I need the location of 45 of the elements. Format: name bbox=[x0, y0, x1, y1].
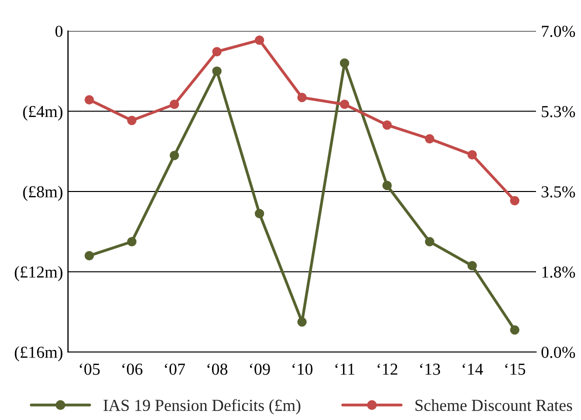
y2-tick-label: 5.3% bbox=[542, 106, 576, 118]
point bbox=[84, 251, 94, 260]
x-tick-label: ‘09 bbox=[250, 364, 270, 375]
y2-tick-label: 3.5% bbox=[542, 186, 576, 198]
point bbox=[212, 66, 222, 76]
point bbox=[170, 100, 180, 110]
point bbox=[382, 120, 392, 130]
point bbox=[84, 95, 94, 104]
point bbox=[510, 196, 520, 206]
legend-label: IAS 19 Pension Deficits (£m) bbox=[104, 399, 300, 414]
y2-tick-label: 1.8% bbox=[542, 266, 576, 278]
x-tick-label: ‘10 bbox=[292, 364, 312, 375]
point bbox=[510, 325, 520, 335]
point bbox=[254, 35, 264, 45]
y-tick-label: (£4m) bbox=[23, 105, 62, 121]
y2-tick-label: 7.0% bbox=[542, 26, 576, 38]
point bbox=[340, 100, 350, 110]
point bbox=[467, 150, 477, 160]
y-tick-label: (£8m) bbox=[23, 186, 62, 201]
point bbox=[424, 134, 434, 144]
x-tick-label: ‘13 bbox=[420, 364, 440, 375]
point bbox=[297, 92, 307, 102]
x-tick-label: ‘11 bbox=[335, 364, 354, 375]
x-tick-label: ‘14 bbox=[462, 364, 484, 375]
legend-label: Scheme Discount Rates bbox=[416, 399, 572, 411]
point bbox=[170, 150, 180, 160]
y2-tick-label: 0.0% bbox=[541, 346, 576, 358]
x-tick-label: ‘08 bbox=[207, 364, 228, 375]
x-tick-label: ‘05 bbox=[80, 364, 100, 375]
point bbox=[467, 261, 477, 270]
point bbox=[127, 116, 137, 126]
x-tick-label: ‘06 bbox=[122, 364, 142, 375]
y-tick-label: (£16m) bbox=[14, 346, 62, 362]
x-tick-label: ‘12 bbox=[378, 364, 398, 375]
point bbox=[340, 58, 350, 68]
y-tick-label: 0 bbox=[55, 26, 63, 37]
point bbox=[382, 180, 392, 190]
x-tick-label: ‘07 bbox=[164, 364, 185, 375]
point bbox=[297, 317, 307, 327]
point bbox=[254, 208, 264, 218]
point bbox=[424, 236, 434, 246]
point bbox=[212, 46, 222, 56]
point bbox=[127, 236, 137, 246]
x-tick-label: ‘15 bbox=[505, 364, 526, 375]
y-tick-label: (£12m) bbox=[14, 266, 62, 282]
